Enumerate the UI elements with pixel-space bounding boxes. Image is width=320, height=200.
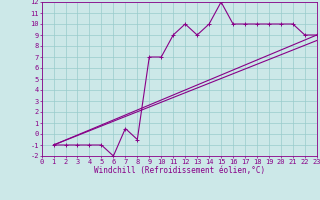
X-axis label: Windchill (Refroidissement éolien,°C): Windchill (Refroidissement éolien,°C) (94, 166, 265, 175)
